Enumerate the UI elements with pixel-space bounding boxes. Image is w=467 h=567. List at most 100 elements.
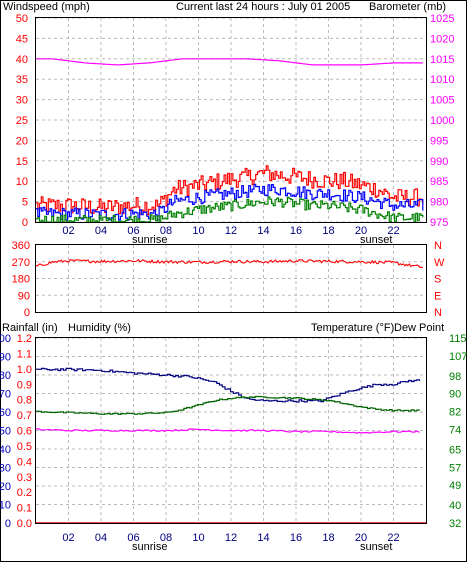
baro-tick-990: 990 [430, 156, 448, 168]
temp-tick-32: 32 [449, 518, 461, 530]
baro-tick-1000: 1000 [430, 115, 454, 127]
baro-tick-980: 980 [430, 197, 448, 209]
compass-tick-2: S [434, 274, 441, 286]
rain-tick-1-1: 1.1 [17, 348, 32, 360]
wind-time-tick-18: 18 [322, 225, 334, 237]
temp-tick-65: 65 [449, 444, 461, 456]
dir-tick-180: 180 [12, 274, 30, 286]
baro-tick-1020: 1020 [430, 33, 454, 45]
wind-time-tick-10: 10 [192, 225, 204, 237]
compass-tick-0: N [434, 240, 442, 252]
baro-tick-995: 995 [430, 135, 448, 147]
humidity-time-tick-20: 20 [355, 532, 367, 544]
baro-tick-975: 975 [430, 217, 448, 229]
temp-tick-49: 49 [449, 480, 461, 492]
sunset-label-bottom: sunset [360, 541, 392, 553]
humidity-tick-40: 40 [0, 444, 11, 456]
series-humidity [36, 367, 421, 403]
dewpoint-label: Dew Point [394, 322, 444, 334]
wind-time-tick-04: 04 [95, 225, 107, 237]
baro-tick-1025: 1025 [430, 13, 454, 25]
humidity-time-tick-02: 02 [62, 532, 74, 544]
humidity-tick-90: 90 [0, 352, 11, 364]
series-wind-avg [36, 183, 424, 221]
wind-time-tick-22: 22 [387, 225, 399, 237]
humidity-time-tick-18: 18 [322, 532, 334, 544]
humidity-time-tick-10: 10 [192, 532, 204, 544]
rain-tick-0-5: 0.5 [17, 441, 32, 453]
humidity-tick-50: 50 [0, 426, 11, 438]
wind-tick-35: 35 [16, 74, 28, 86]
wind-time-tick-16: 16 [290, 225, 302, 237]
wind-tick-30: 30 [16, 95, 28, 107]
sunrise-label-bottom: sunrise [132, 541, 167, 553]
humidity-time-tick-16: 16 [290, 532, 302, 544]
wind-tick-45: 45 [16, 33, 28, 45]
wind-time-tick-06: 06 [127, 225, 139, 237]
wind-tick-20: 20 [16, 135, 28, 147]
wind-tick-50: 50 [16, 13, 28, 25]
dir-tick-90: 90 [18, 290, 30, 302]
wind-tick-5: 5 [22, 197, 28, 209]
humidity-tick-20: 20 [0, 481, 11, 493]
wind-tick-10: 10 [16, 176, 28, 188]
rain-tick-0-0: 0.0 [17, 518, 32, 530]
wind-panel-frame [35, 17, 427, 223]
wind-time-tick-20: 20 [355, 225, 367, 237]
temp-tick-98: 98 [449, 371, 461, 383]
sunrise-label-top: sunrise [132, 234, 167, 246]
humidity-tick-60: 60 [0, 407, 11, 419]
temp-tick-82: 82 [449, 407, 461, 419]
series-wind-gust [36, 165, 424, 216]
dir-tick-360: 360 [12, 240, 30, 252]
humidity-tick-0: 0 [5, 518, 11, 530]
temp-tick-115: 115 [449, 333, 467, 345]
wind-time-tick-08: 08 [160, 225, 172, 237]
humidity-time-tick-14: 14 [257, 532, 269, 544]
dir-tick-270: 270 [12, 257, 30, 269]
rain-tick-0-2: 0.2 [17, 487, 32, 499]
sunset-label-top: sunset [360, 234, 392, 246]
temp-tick-57: 57 [449, 462, 461, 474]
rain-tick-1-2: 1.2 [17, 333, 32, 345]
compass-tick-1: W [434, 257, 445, 269]
humidity-tick-10: 10 [0, 500, 11, 512]
rain-tick-0-9: 0.9 [17, 379, 32, 391]
temp-tick-74: 74 [449, 424, 461, 436]
rain-tick-0-4: 0.4 [17, 456, 32, 468]
wind-tick-15: 15 [16, 156, 28, 168]
grid-layer [36, 17, 426, 524]
humidity-time-tick-06: 06 [127, 532, 139, 544]
wind-time-tick-14: 14 [257, 225, 269, 237]
compass-tick-4: N [434, 307, 442, 319]
humidity-panel-frame [35, 337, 427, 524]
wind-tick-25: 25 [16, 115, 28, 127]
humidity-label: Humidity (%) [68, 322, 131, 334]
series-wind-low [36, 196, 424, 223]
temperature-label: Temperature (°F) [311, 322, 394, 334]
rain-tick-0-8: 0.8 [17, 395, 32, 407]
wind-time-tick-02: 02 [62, 225, 74, 237]
series-temperature [36, 395, 421, 415]
humidity-time-tick-12: 12 [225, 532, 237, 544]
temp-tick-90: 90 [449, 389, 461, 401]
baro-tick-1015: 1015 [430, 54, 454, 66]
humidity-tick-70: 70 [0, 389, 11, 401]
chart-title: Current last 24 hours : July 01 2005 [176, 1, 350, 13]
axes-layer: 02 04 06 08 10 12 14 16 18 20 22 02 04 06 08 10 12 14 16 18… [0, 13, 467, 544]
compass-tick-3: E [434, 290, 441, 302]
rain-tick-0-3: 0.3 [17, 472, 32, 484]
series-dew-point [35, 428, 420, 434]
humidity-tick-30: 30 [0, 463, 11, 475]
humidity-time-tick-22: 22 [387, 532, 399, 544]
series-wind-direction [35, 258, 423, 269]
humidity-time-tick-08: 08 [160, 532, 172, 544]
barometer-label: Barometer (mb) [369, 1, 446, 13]
humidity-tick-100: 100 [0, 333, 11, 345]
windspeed-label: Windspeed (mph) [3, 1, 90, 13]
temp-tick-40: 40 [449, 500, 461, 512]
direction-panel-frame [35, 244, 427, 313]
